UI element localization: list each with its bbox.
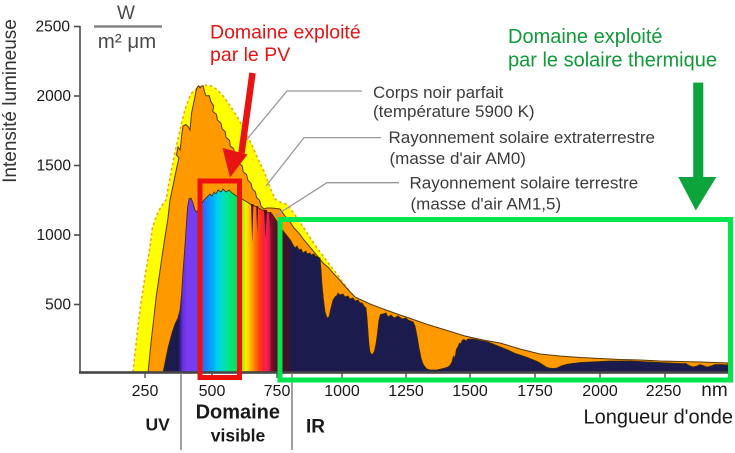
svg-text:500: 500	[45, 297, 71, 314]
svg-text:Longueur d'onde: Longueur d'onde	[583, 407, 733, 429]
svg-text:m² μm: m² μm	[98, 30, 157, 53]
svg-text:Domaine: Domaine	[196, 402, 280, 424]
svg-text:2500: 2500	[36, 19, 71, 36]
svg-text:2000: 2000	[582, 383, 618, 400]
svg-text:2000: 2000	[37, 88, 72, 105]
svg-text:W: W	[117, 3, 135, 24]
svg-text:1500: 1500	[37, 158, 72, 175]
svg-text:Domaine exploité: Domaine exploité	[210, 22, 361, 44]
svg-text:Intensité lumineuse: Intensité lumineuse	[0, 19, 21, 183]
svg-text:visible: visible	[211, 426, 266, 446]
svg-text:Rayonnement solaire terrestre: Rayonnement solaire terrestre	[410, 174, 639, 193]
svg-text:UV: UV	[146, 415, 171, 435]
svg-text:nm: nm	[701, 380, 727, 401]
svg-text:IR: IR	[306, 417, 325, 438]
svg-text:2250: 2250	[646, 383, 682, 400]
svg-text:(masse d'air AM0): (masse d'air AM0)	[390, 149, 526, 168]
svg-text:250: 250	[132, 383, 159, 400]
svg-text:500: 500	[199, 383, 226, 400]
svg-text:1000: 1000	[324, 383, 360, 400]
svg-text:par le PV: par le PV	[210, 44, 290, 66]
svg-text:750: 750	[264, 383, 291, 400]
svg-text:1000: 1000	[37, 227, 72, 244]
svg-text:Rayonnement solaire extraterre: Rayonnement solaire extraterrestre	[389, 128, 655, 147]
svg-text:par le solaire thermique: par le solaire thermique	[508, 50, 717, 72]
svg-text:1750: 1750	[517, 383, 553, 400]
svg-text:1250: 1250	[388, 383, 424, 400]
svg-text:Corps noir parfait: Corps noir parfait	[373, 83, 504, 102]
svg-text:1500: 1500	[452, 383, 488, 400]
svg-text:(masse d'air AM1,5): (masse d'air AM1,5)	[411, 195, 562, 214]
svg-text:Domaine exploité: Domaine exploité	[508, 26, 663, 48]
svg-text:(température 5900 K): (température 5900 K)	[373, 102, 535, 121]
